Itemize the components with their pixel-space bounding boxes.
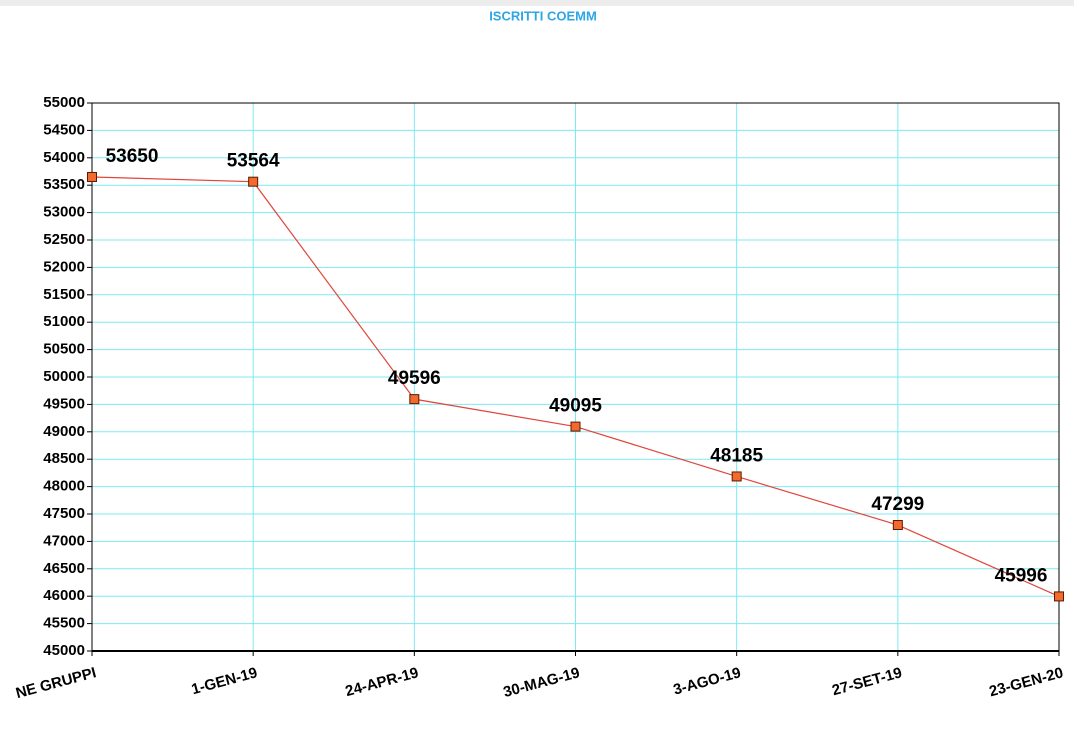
y-tick-label: 49000	[43, 423, 85, 440]
point-marker	[1054, 591, 1064, 602]
x-tick-label: NE GRUPPI	[14, 664, 98, 702]
point-marker	[892, 520, 903, 531]
x-tick-label: 23-GEN-20	[987, 664, 1065, 700]
x-tick-label: 1-GEN-19	[190, 664, 260, 698]
y-tick-label: 54000	[43, 149, 85, 166]
y-tick-label: 45000	[43, 642, 85, 659]
y-tick-label: 51000	[43, 313, 85, 330]
data-label: 49596	[388, 368, 441, 389]
point-marker	[248, 176, 259, 187]
y-tick-label: 52500	[43, 231, 85, 248]
y-tick-label: 55000	[43, 94, 85, 111]
y-tick-label: 46500	[43, 560, 85, 577]
y-tick-label: 50000	[43, 368, 85, 385]
y-tick-label: 51500	[43, 286, 85, 303]
y-tick-label: 45500	[43, 615, 85, 632]
point-marker	[409, 394, 420, 405]
data-label: 45996	[995, 565, 1048, 586]
point-marker	[570, 421, 581, 432]
y-tick-label: 48500	[43, 450, 85, 467]
y-tick-label: 53000	[43, 204, 85, 221]
data-label: 48185	[710, 445, 763, 466]
y-tick-label: 47000	[43, 532, 85, 549]
top-band	[0, 0, 1074, 6]
data-label: 53650	[106, 146, 159, 167]
data-label: 49095	[549, 396, 602, 417]
data-label: 53564	[227, 151, 280, 172]
point-marker	[731, 471, 742, 482]
chart-title: ISCRITTI COEMM	[489, 8, 597, 23]
point-marker	[87, 171, 97, 182]
x-tick-label: 24-APR-19	[344, 664, 421, 700]
y-tick-label: 52000	[43, 258, 85, 275]
y-tick-label: 46000	[43, 587, 85, 604]
x-tick-label: 3-AGO-19	[671, 664, 742, 698]
x-tick-label: 30-MAG-19	[501, 664, 581, 701]
y-tick-label: 49500	[43, 395, 85, 412]
y-tick-label: 53500	[43, 176, 85, 193]
y-tick-label: 47500	[43, 505, 85, 522]
data-label: 47299	[871, 494, 924, 515]
y-tick-label: 48000	[43, 478, 85, 495]
y-tick-label: 50500	[43, 341, 85, 358]
x-tick-label: 27-SET-19	[830, 664, 904, 699]
y-tick-label: 54500	[43, 121, 85, 138]
